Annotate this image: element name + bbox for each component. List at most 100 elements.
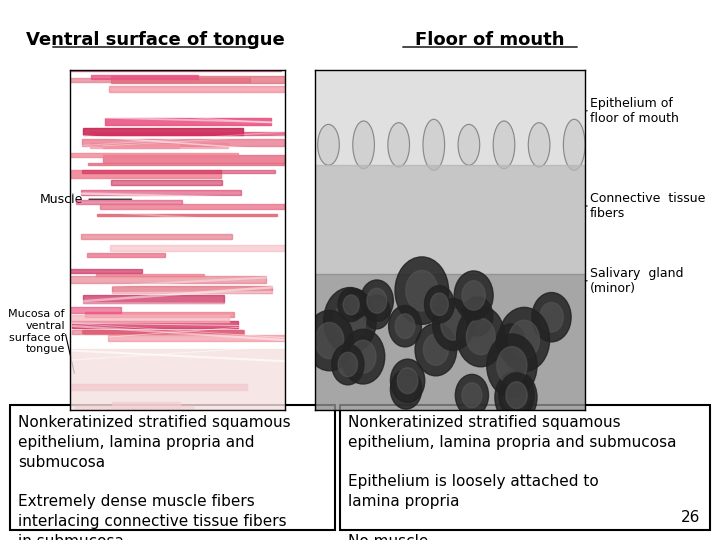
Circle shape	[495, 371, 537, 424]
Circle shape	[487, 334, 537, 397]
Text: Epithelium of
floor of mouth: Epithelium of floor of mouth	[585, 97, 679, 125]
Circle shape	[390, 359, 425, 402]
Circle shape	[345, 289, 368, 319]
Text: 26: 26	[680, 510, 700, 525]
Circle shape	[431, 293, 449, 315]
Bar	[50, 307, 121, 313]
Circle shape	[315, 322, 344, 359]
Bar	[81, 190, 241, 195]
Circle shape	[343, 295, 359, 315]
Bar	[315, 274, 585, 410]
Bar	[111, 77, 302, 83]
Bar	[52, 384, 247, 390]
Circle shape	[324, 287, 377, 354]
Bar	[111, 179, 222, 185]
Circle shape	[441, 309, 466, 340]
Circle shape	[406, 271, 438, 311]
Bar	[70, 349, 285, 410]
Circle shape	[423, 334, 449, 366]
Bar	[84, 127, 243, 135]
Circle shape	[397, 377, 415, 401]
Bar	[58, 276, 266, 282]
Circle shape	[390, 369, 422, 409]
Bar	[96, 213, 277, 215]
Bar	[64, 78, 251, 82]
Bar	[109, 86, 292, 92]
Ellipse shape	[353, 121, 374, 168]
Bar	[66, 315, 229, 322]
Circle shape	[395, 257, 449, 325]
FancyBboxPatch shape	[10, 405, 335, 530]
Circle shape	[397, 368, 418, 394]
Bar	[65, 153, 238, 157]
Bar	[68, 269, 142, 273]
Circle shape	[540, 302, 563, 332]
Bar	[81, 234, 232, 239]
Circle shape	[462, 281, 485, 310]
Circle shape	[415, 323, 456, 376]
Circle shape	[433, 299, 474, 350]
Bar	[81, 170, 275, 173]
Bar	[104, 144, 179, 148]
Circle shape	[334, 301, 366, 340]
Circle shape	[341, 329, 384, 384]
Bar	[109, 335, 315, 341]
Circle shape	[305, 310, 354, 371]
Text: Nonkeratinized stratified squamous
epithelium, lamina propria and
submucosa

Ext: Nonkeratinized stratified squamous epith…	[18, 415, 291, 540]
Text: Floor of mouth: Floor of mouth	[415, 31, 564, 49]
Circle shape	[506, 382, 527, 409]
Circle shape	[367, 288, 387, 313]
Circle shape	[502, 331, 519, 353]
Bar	[112, 286, 272, 293]
Bar	[109, 245, 304, 251]
Ellipse shape	[318, 124, 339, 165]
Circle shape	[532, 293, 571, 342]
Ellipse shape	[528, 123, 550, 167]
Bar	[100, 205, 312, 210]
Circle shape	[395, 314, 415, 339]
Circle shape	[454, 271, 493, 320]
Ellipse shape	[458, 124, 480, 165]
Bar	[315, 70, 585, 165]
Bar	[76, 406, 193, 410]
Circle shape	[332, 344, 364, 385]
Bar	[91, 75, 198, 79]
Ellipse shape	[564, 119, 585, 170]
Circle shape	[455, 374, 488, 416]
Bar	[85, 312, 234, 316]
Text: Ventral surface of tongue: Ventral surface of tongue	[26, 31, 284, 49]
Circle shape	[496, 324, 525, 360]
Circle shape	[349, 295, 363, 313]
Circle shape	[360, 280, 393, 321]
Circle shape	[497, 347, 527, 384]
Text: Salivary  gland
(minor): Salivary gland (minor)	[585, 267, 683, 295]
Bar	[105, 118, 271, 125]
Circle shape	[338, 352, 358, 377]
Bar	[90, 132, 289, 136]
Circle shape	[456, 306, 505, 367]
Text: Muscle: Muscle	[40, 193, 132, 206]
Circle shape	[338, 288, 364, 321]
Circle shape	[389, 306, 421, 347]
Bar	[72, 330, 244, 334]
Circle shape	[462, 297, 493, 336]
Bar	[84, 295, 225, 303]
Circle shape	[503, 381, 528, 413]
Bar	[86, 253, 166, 257]
Circle shape	[499, 307, 549, 372]
Bar	[112, 402, 180, 408]
Bar	[96, 274, 204, 276]
Circle shape	[425, 286, 454, 323]
Text: Connective  tissue
fibers: Connective tissue fibers	[585, 192, 706, 220]
Bar	[71, 66, 281, 71]
Bar	[82, 330, 243, 333]
Bar	[315, 165, 585, 274]
Bar	[104, 156, 303, 163]
Text: Nonkeratinized stratified squamous
epithelium, lamina propria and submucosa

Epi: Nonkeratinized stratified squamous epith…	[348, 415, 677, 540]
Bar	[72, 321, 238, 328]
Circle shape	[467, 318, 495, 355]
Bar	[82, 139, 288, 146]
Bar	[88, 163, 294, 165]
FancyBboxPatch shape	[340, 405, 710, 530]
Circle shape	[509, 320, 539, 359]
